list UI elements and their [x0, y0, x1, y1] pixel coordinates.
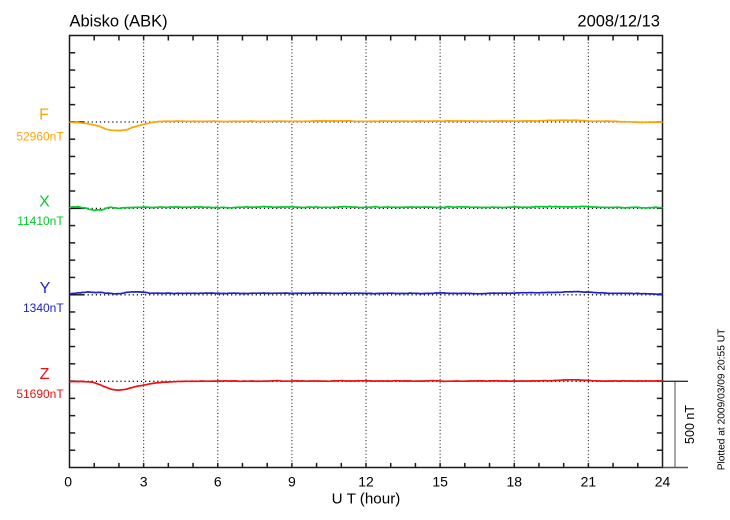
svg-text:52960nT: 52960nT — [16, 129, 64, 143]
svg-text:12: 12 — [358, 474, 374, 490]
svg-text:24: 24 — [655, 474, 671, 490]
svg-text:2008/12/13: 2008/12/13 — [577, 13, 660, 31]
svg-text:21: 21 — [581, 474, 597, 490]
svg-text:Abisko (ABK): Abisko (ABK) — [70, 12, 168, 30]
svg-text:18: 18 — [506, 474, 522, 490]
svg-text:0: 0 — [64, 474, 72, 490]
svg-text:11410nT: 11410nT — [17, 214, 64, 228]
svg-text:F: F — [39, 106, 49, 123]
svg-text:Y: Y — [40, 280, 51, 297]
svg-text:6: 6 — [214, 474, 222, 490]
svg-text:500 nT: 500 nT — [683, 405, 697, 444]
svg-text:X: X — [39, 194, 50, 211]
svg-text:3: 3 — [140, 474, 148, 490]
svg-text:51690nT: 51690nT — [16, 387, 64, 401]
svg-text:15: 15 — [432, 474, 448, 490]
svg-text:1340nT: 1340nT — [23, 301, 64, 315]
svg-text:9: 9 — [288, 474, 296, 490]
svg-text:Plotted at 2009/03/09 20:55 UT: Plotted at 2009/03/09 20:55 UT — [716, 329, 727, 471]
svg-text:U T (hour): U T (hour) — [332, 491, 401, 508]
svg-text:Z: Z — [40, 366, 50, 383]
